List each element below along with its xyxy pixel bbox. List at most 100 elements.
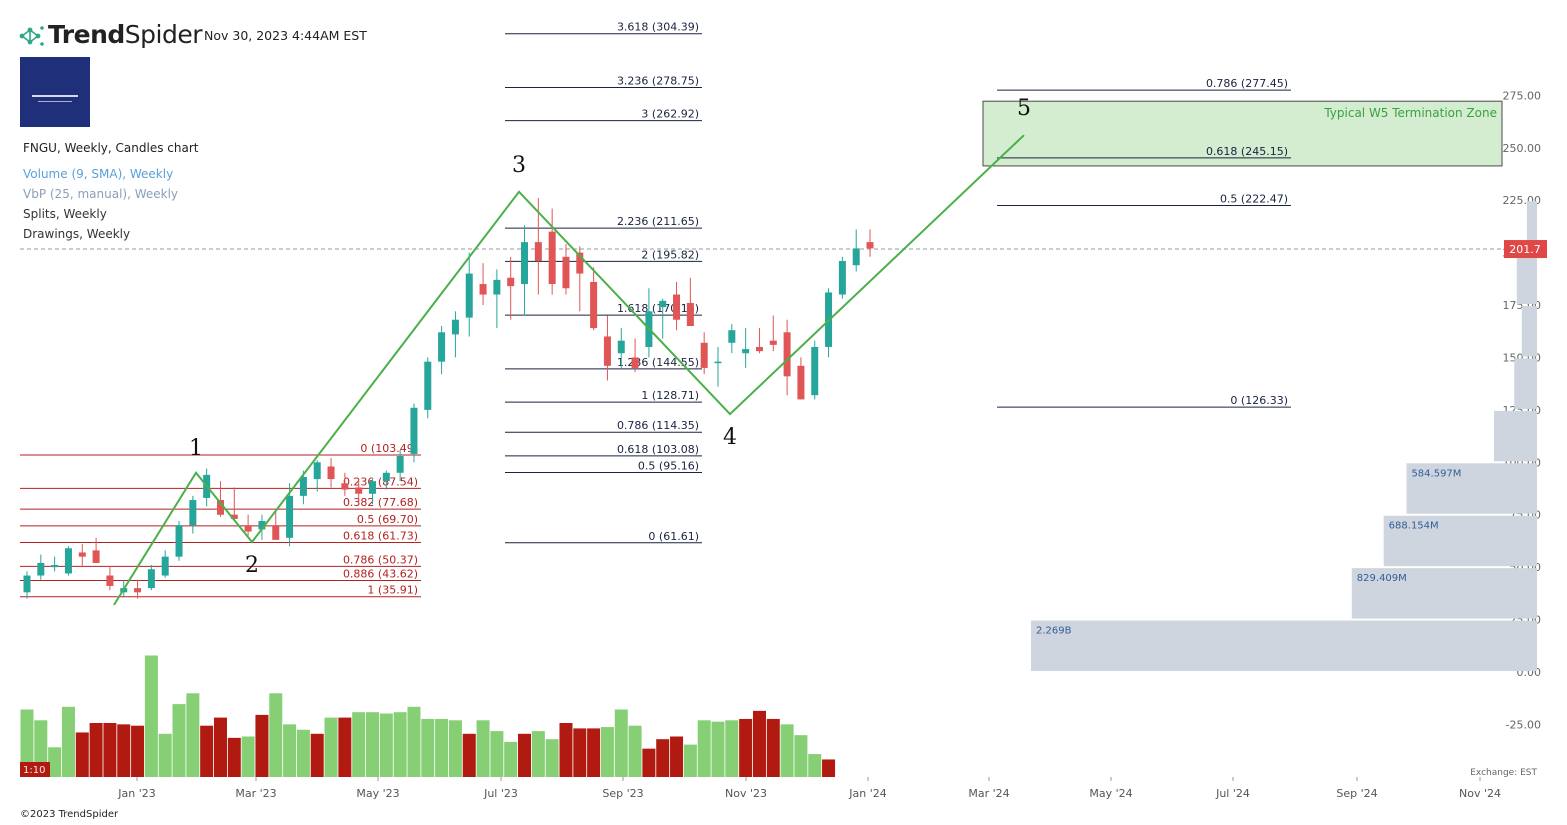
legend-volume[interactable]: Volume (9, SMA), Weekly bbox=[23, 167, 174, 181]
candle-body bbox=[313, 462, 321, 480]
legend-drawings[interactable]: Drawings, Weekly bbox=[23, 227, 131, 241]
volume-bar bbox=[628, 725, 642, 777]
elliott-wave-line bbox=[113, 134, 1025, 606]
candle-body bbox=[134, 588, 142, 593]
candle-body bbox=[783, 332, 791, 377]
volume-bar bbox=[324, 717, 338, 777]
volume-bar bbox=[545, 739, 559, 777]
fib-level-label: 0.5 (69.70) bbox=[357, 513, 418, 526]
volume-bar bbox=[241, 736, 255, 777]
fib-level-label: 0.886 (43.62) bbox=[343, 568, 418, 581]
volume-bar bbox=[117, 724, 131, 777]
candle-body bbox=[216, 500, 224, 515]
fib-level-label: 1.236 (144.55) bbox=[617, 356, 699, 369]
candle-body bbox=[244, 525, 252, 532]
candle-body bbox=[106, 575, 114, 587]
volume-bar bbox=[144, 655, 158, 777]
candle-body bbox=[51, 565, 59, 568]
fib-level-label: 0.5 (222.47) bbox=[1220, 192, 1288, 205]
volume-bar bbox=[158, 733, 172, 777]
x-tick-label: May '24 bbox=[1089, 787, 1132, 800]
candle-body bbox=[355, 487, 363, 494]
candle-body bbox=[465, 273, 473, 318]
candle-body bbox=[797, 365, 805, 400]
volume-bar bbox=[794, 735, 808, 777]
volume-bar bbox=[213, 717, 227, 777]
volume-bar bbox=[103, 723, 117, 777]
symbol-thumbnail bbox=[20, 57, 90, 127]
volume-bar bbox=[642, 748, 656, 777]
candle-body bbox=[631, 357, 639, 368]
volume-bar bbox=[656, 739, 670, 777]
volume-bar bbox=[490, 731, 504, 777]
volume-bar bbox=[587, 728, 601, 777]
x-tick-label: Mar '24 bbox=[968, 787, 1009, 800]
volume-bar bbox=[310, 733, 324, 777]
volume-bar bbox=[131, 725, 145, 777]
volume-bar bbox=[89, 723, 103, 777]
candle-body bbox=[299, 476, 307, 496]
fib-level-label: 0 (61.61) bbox=[648, 530, 699, 543]
candle-body bbox=[576, 252, 584, 274]
volume-bar bbox=[531, 731, 545, 777]
fib-level-label: 3.236 (278.75) bbox=[617, 74, 699, 87]
candle-body bbox=[659, 300, 667, 308]
volume-bar bbox=[766, 718, 780, 777]
fib-level-label: 2 (195.82) bbox=[641, 248, 699, 261]
exchange-label: Exchange: EST bbox=[1470, 768, 1537, 778]
legend-vbp[interactable]: VbP (25, manual), Weekly bbox=[23, 187, 179, 201]
candle-body bbox=[410, 407, 418, 454]
legend-splits[interactable]: Splits, Weekly bbox=[23, 207, 107, 221]
fib-level-label: 3.618 (304.39) bbox=[617, 21, 699, 34]
candle-body bbox=[769, 340, 777, 345]
volume-bar bbox=[269, 693, 283, 777]
volume-bar bbox=[283, 724, 297, 777]
volume-bar bbox=[448, 720, 462, 777]
candle-body bbox=[37, 562, 45, 576]
wave-label-4: 4 bbox=[723, 425, 737, 450]
volume-bar bbox=[407, 706, 421, 777]
fib-level-label: 0.618 (61.73) bbox=[343, 530, 418, 543]
volume-bar bbox=[573, 728, 587, 777]
y-tick-label: 275.00 bbox=[1503, 89, 1542, 102]
candle-body bbox=[673, 294, 681, 320]
x-tick-label: Sep '23 bbox=[602, 787, 643, 800]
candle-body bbox=[230, 514, 238, 519]
candle-body bbox=[286, 495, 294, 538]
volume-bar bbox=[200, 725, 214, 777]
chart-timestamp: Nov 30, 2023 4:44AM EST bbox=[204, 28, 367, 43]
fib-level-label: 1 (35.91) bbox=[367, 584, 418, 597]
vbp-bar bbox=[1406, 463, 1537, 514]
volume-bar bbox=[255, 714, 269, 777]
candle-body bbox=[866, 242, 874, 249]
volume-bar bbox=[711, 721, 725, 777]
candle-body bbox=[700, 342, 708, 368]
zone-label: Typical W5 Termination Zone bbox=[1323, 106, 1497, 120]
volume-bar bbox=[822, 759, 836, 777]
volume-bar bbox=[462, 733, 476, 777]
volume-bar bbox=[48, 747, 62, 777]
volume-bar bbox=[366, 712, 379, 777]
candle-body bbox=[341, 483, 349, 490]
legend-main-series[interactable]: FNGU, Weekly, Candles chart bbox=[23, 141, 199, 155]
volume-bar bbox=[421, 718, 435, 777]
candle-body bbox=[603, 336, 611, 366]
w5-termination-zone bbox=[982, 100, 1503, 167]
wave-label-2: 2 bbox=[245, 553, 259, 578]
candle-body bbox=[714, 361, 722, 364]
vbp-bar bbox=[1516, 253, 1537, 305]
candle-body bbox=[92, 550, 100, 563]
fib-level-label: 0.382 (77.68) bbox=[343, 496, 418, 509]
fib-level-label: 0.5 (95.16) bbox=[638, 459, 699, 472]
volume-bar bbox=[752, 710, 766, 777]
candle-body bbox=[23, 575, 31, 593]
fib-level-label: 0.786 (114.35) bbox=[617, 419, 699, 432]
candle-body bbox=[617, 340, 625, 354]
scale-badge-label: 1:10 bbox=[23, 765, 45, 776]
volume-bar bbox=[61, 706, 75, 777]
vbp-bar bbox=[1526, 201, 1537, 252]
vbp-bar bbox=[1493, 410, 1537, 462]
volume-bar bbox=[227, 737, 241, 777]
current-price-badge bbox=[1504, 240, 1547, 259]
